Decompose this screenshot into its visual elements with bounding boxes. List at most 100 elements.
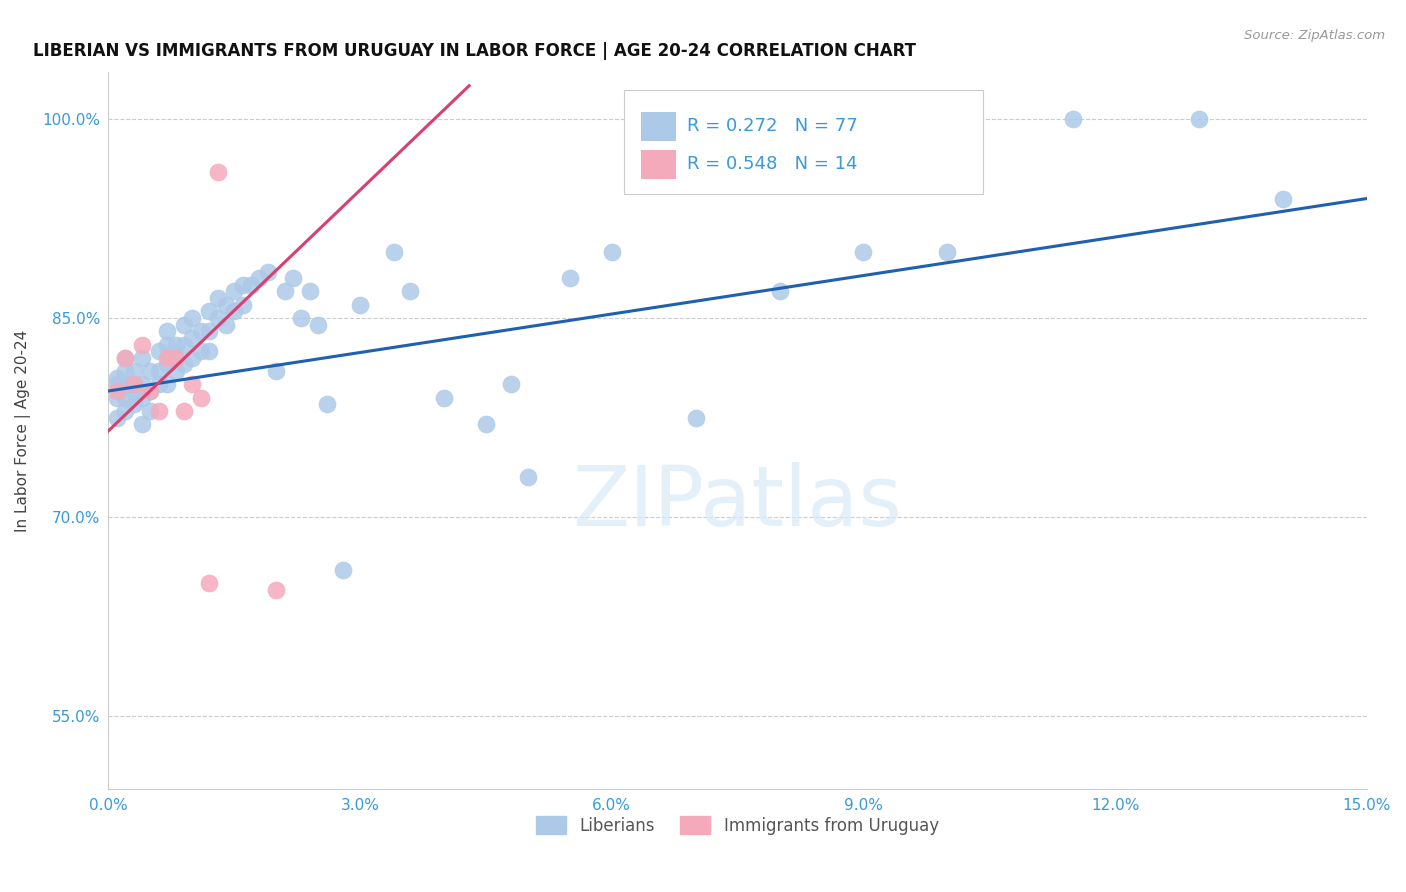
Point (114, 391, 136, 405)
Point (165, 337, 187, 351)
Point (105, 377, 128, 392)
Point (190, 324, 212, 338)
Point (122, 397, 145, 411)
Point (249, 271, 271, 285)
Text: LIBERIAN VS IMMIGRANTS FROM URUGUAY IN LABOR FORCE | AGE 20-24 CORRELATION CHART: LIBERIAN VS IMMIGRANTS FROM URUGUAY IN L… (32, 42, 915, 60)
Point (122, 364, 145, 378)
Point (315, 397, 337, 411)
Point (198, 576, 221, 591)
Point (256, 264, 278, 278)
Point (433, 391, 456, 405)
Point (114, 351, 136, 365)
Point (156, 377, 179, 392)
Point (105, 384, 128, 398)
Y-axis label: In Labor Force | Age 20-24: In Labor Force | Age 20-24 (15, 330, 31, 532)
Bar (641, 112, 676, 141)
Point (307, 318, 329, 332)
Point (173, 404, 195, 418)
Point (190, 391, 212, 405)
Bar (641, 150, 676, 178)
Point (165, 351, 187, 365)
Point (290, 310, 312, 325)
Point (165, 351, 187, 365)
Point (131, 417, 153, 432)
Point (936, 244, 959, 259)
Point (224, 304, 246, 318)
Legend: Liberians, Immigrants from Uruguay: Liberians, Immigrants from Uruguay (537, 816, 939, 835)
Point (475, 417, 498, 432)
Point (273, 285, 295, 299)
Point (156, 351, 179, 365)
Point (131, 377, 153, 392)
Point (139, 364, 162, 378)
Point (332, 563, 354, 577)
Point (501, 377, 523, 392)
Point (122, 377, 145, 392)
Point (399, 285, 422, 299)
Point (1271, 192, 1294, 206)
Point (240, 277, 263, 292)
Point (768, 285, 790, 299)
Point (207, 310, 229, 325)
Point (131, 391, 153, 405)
Text: R = 0.272   N = 77: R = 0.272 N = 77 (688, 117, 858, 136)
Point (181, 351, 204, 365)
Point (215, 318, 238, 332)
Point (122, 377, 145, 392)
Point (190, 344, 212, 359)
Point (156, 324, 179, 338)
Point (224, 285, 246, 299)
Point (516, 470, 538, 484)
Text: ZIPatlas: ZIPatlas (572, 462, 903, 543)
Point (181, 377, 204, 392)
Point (139, 384, 162, 398)
Point (114, 377, 136, 392)
Point (1062, 112, 1084, 126)
FancyBboxPatch shape (624, 90, 983, 194)
Point (114, 351, 136, 365)
Point (114, 404, 136, 418)
Point (173, 337, 195, 351)
Point (558, 271, 581, 285)
Point (148, 404, 170, 418)
Point (148, 364, 170, 378)
Point (264, 583, 287, 598)
Point (1188, 112, 1211, 126)
Point (852, 244, 875, 259)
Point (122, 377, 145, 392)
Point (198, 304, 221, 318)
Text: R = 0.548   N = 14: R = 0.548 N = 14 (688, 155, 858, 173)
Point (349, 298, 371, 312)
Point (207, 291, 229, 305)
Point (181, 331, 204, 345)
Point (173, 358, 195, 372)
Point (232, 277, 254, 292)
Point (198, 324, 221, 338)
Point (165, 364, 187, 378)
Point (281, 271, 304, 285)
Point (114, 364, 136, 378)
Text: Source: ZipAtlas.com: Source: ZipAtlas.com (1244, 29, 1385, 42)
Point (148, 377, 170, 392)
Point (207, 165, 229, 179)
Point (232, 298, 254, 312)
Point (173, 318, 195, 332)
Point (122, 384, 145, 398)
Point (382, 244, 405, 259)
Point (181, 310, 204, 325)
Point (298, 285, 321, 299)
Point (685, 410, 707, 425)
Point (156, 358, 179, 372)
Point (131, 337, 153, 351)
Point (215, 298, 238, 312)
Point (156, 337, 179, 351)
Point (148, 344, 170, 359)
Point (139, 384, 162, 398)
Point (139, 404, 162, 418)
Point (105, 391, 128, 405)
Point (264, 364, 287, 378)
Point (105, 370, 128, 384)
Point (105, 410, 128, 425)
Point (198, 344, 221, 359)
Point (600, 244, 623, 259)
